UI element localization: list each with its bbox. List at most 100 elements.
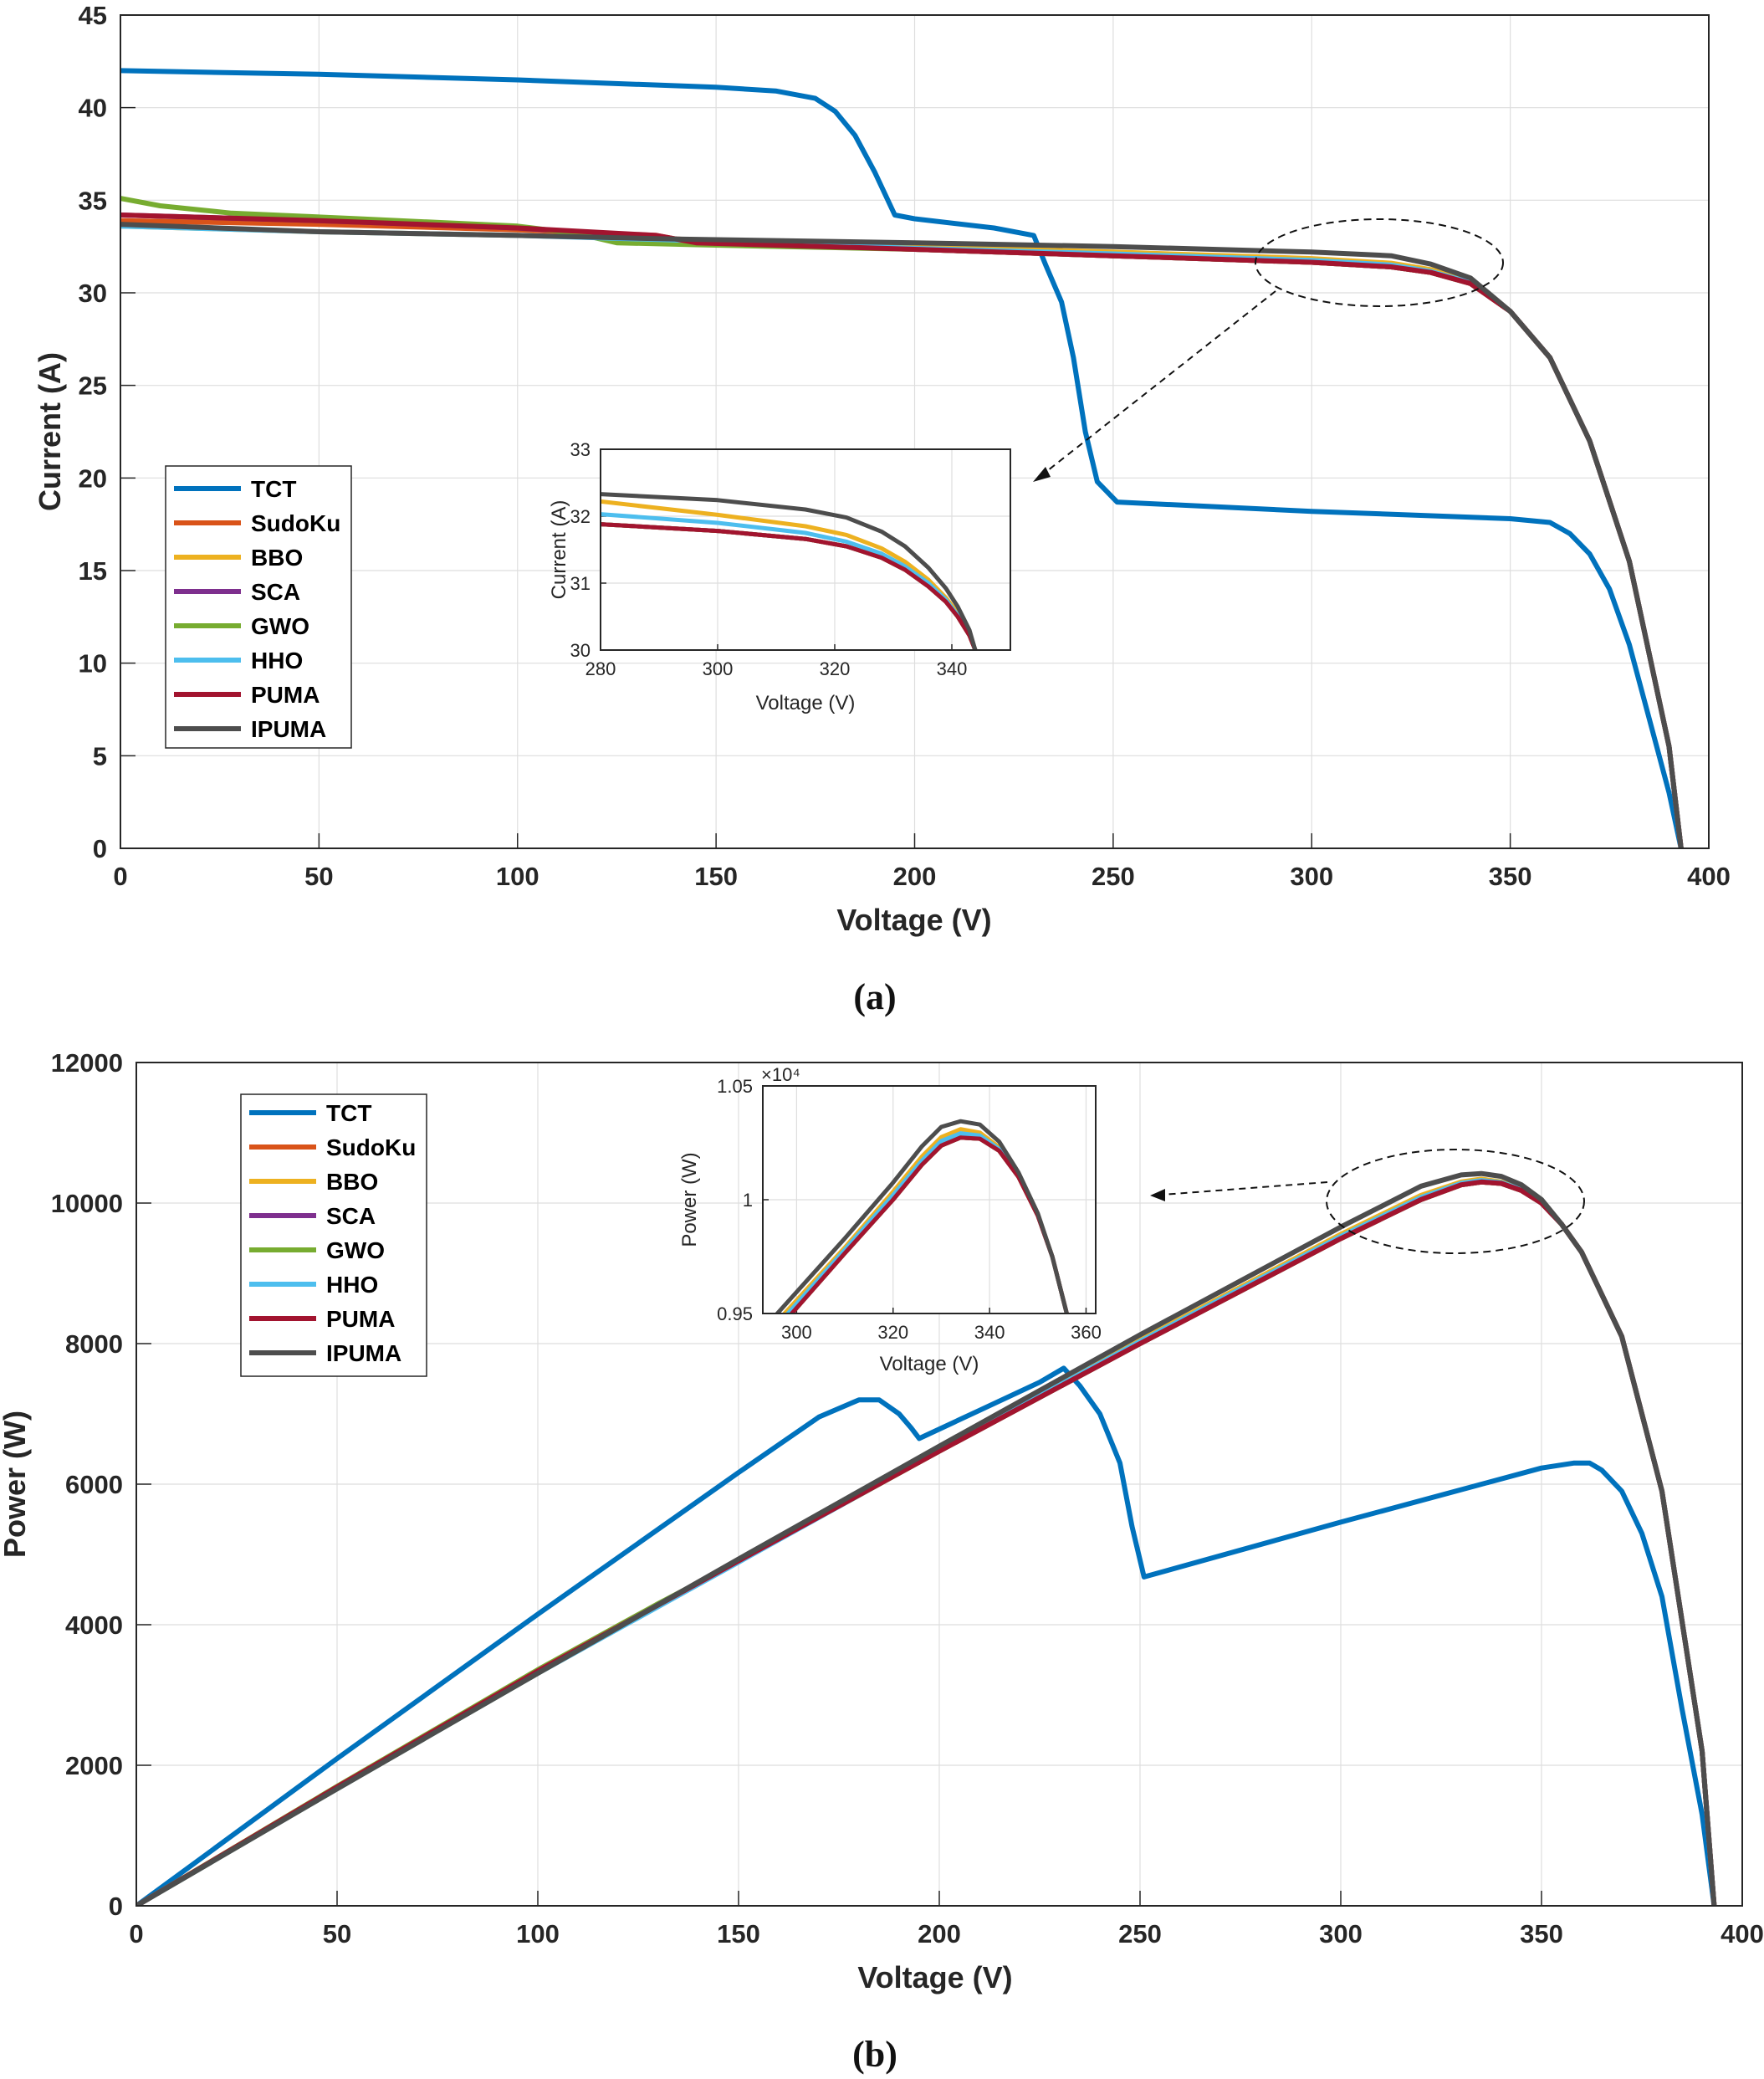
- panel-a-y-tick-40: 40: [79, 94, 107, 123]
- panel-a-zoom-ellipse: [1255, 218, 1504, 307]
- panel-a-series: [120, 68, 1684, 848]
- panel-b-x-tick-0: 0: [129, 1919, 143, 1948]
- panel-a-inset-background: [601, 449, 1010, 650]
- panel-b-legend-label-sudoku: SudoKu: [326, 1134, 416, 1160]
- panel-a-inset-y-tick-32: 32: [570, 506, 591, 527]
- panel-b-inset-y-tick-0-95: 0.95: [717, 1303, 753, 1324]
- panel-b-inset-x-tick-300: 300: [781, 1322, 812, 1343]
- panel-b-x-tick-200: 200: [918, 1919, 961, 1948]
- panel-a-inset-y-tick-31: 31: [570, 573, 591, 594]
- panel-b-zoom-arrowhead: [1150, 1189, 1165, 1201]
- panel-a-inset-y-tick-30: 30: [570, 640, 591, 661]
- panel-a-y-tick-30: 30: [79, 279, 107, 308]
- panel-b-y-tick-2000: 2000: [65, 1751, 123, 1780]
- panel-a-grid: [120, 14, 1710, 849]
- panel-a-y-tick-labels: 0 5 10 15 20 25 30 35 40 45: [79, 1, 107, 863]
- panel-a-x-tick-200: 200: [893, 862, 937, 891]
- panel-b-y-tick-10000: 10000: [51, 1189, 123, 1218]
- panel-a-inset-series-ipuma: [601, 492, 978, 650]
- panel-b-legend-label-hho: HHO: [326, 1272, 378, 1298]
- panel-a-x-tick-0: 0: [113, 862, 127, 891]
- panel-b-legend-label-ipuma: IPUMA: [326, 1340, 401, 1366]
- panel-b-x-tick-350: 350: [1520, 1919, 1563, 1948]
- panel-a-y-tick-10: 10: [79, 649, 107, 678]
- panel-a-zoom-arrowhead: [1033, 467, 1051, 482]
- panel-a-series-tct: [120, 68, 1684, 848]
- panel-b-inset-box: [762, 1085, 1097, 1314]
- panel-a-legend-label-ipuma: IPUMA: [251, 716, 326, 742]
- panel-a-legend: TCT SudoKu BBO SCA GWO HHO PUMA IPUMA: [165, 465, 352, 749]
- panel-b-x-tick-50: 50: [323, 1919, 351, 1948]
- panel-a-x-tick-400: 400: [1687, 862, 1731, 891]
- panel-a-inset-x-tick-280: 280: [585, 658, 616, 679]
- panel-b-caption: (b): [852, 2034, 897, 2075]
- panel-b-y-tick-labels: 0 2000 4000 6000 8000 10000 12000: [51, 1048, 123, 1921]
- panel-b-legend-label-gwo: GWO: [326, 1237, 385, 1263]
- panel-b-legend-label-tct: TCT: [326, 1100, 371, 1126]
- panel-b-inset-x-tick-340: 340: [974, 1322, 1005, 1343]
- panel-a-y-axis-label: Current (A): [33, 352, 67, 511]
- panel-b-y-tick-4000: 4000: [65, 1610, 123, 1640]
- panel-a-inset-x-tick-300: 300: [703, 658, 734, 679]
- panel-b-zoom-arrow: [1162, 1181, 1328, 1196]
- panel-b-zoom-ellipse: [1326, 1149, 1585, 1254]
- panel-b-legend-label-bbo: BBO: [326, 1169, 378, 1195]
- panel-a-caption: (a): [853, 976, 896, 1017]
- panel-b-x-tick-250: 250: [1118, 1919, 1162, 1948]
- panel-b-series-tct: [136, 1365, 1717, 1906]
- panel-a-inset-y-tick-33: 33: [570, 439, 591, 460]
- panel-b-legend-label-sca: SCA: [326, 1203, 376, 1229]
- panel-b-inset-exponent: ×10⁴: [761, 1064, 800, 1085]
- panel-b-series: [136, 1170, 1717, 1906]
- panel-a-inset-y-label: Current (A): [548, 500, 570, 600]
- panel-b-legend-label-puma: PUMA: [326, 1306, 395, 1332]
- panel-a-legend-label-puma: PUMA: [251, 682, 320, 708]
- panel-a-y-tick-45: 45: [79, 1, 107, 30]
- panel-b-inset-y-tick-1: 1: [743, 1190, 753, 1211]
- panel-a-x-axis-label: Voltage (V): [836, 903, 991, 937]
- panel-a-y-tick-25: 25: [79, 371, 107, 401]
- panel-b-inset-y-label: Power (W): [678, 1152, 701, 1247]
- panel-a-plot-box: [120, 14, 1710, 849]
- panel-a-x-tick-250: 250: [1092, 862, 1135, 891]
- panel-b-series-ipuma: [136, 1170, 1717, 1906]
- panel-b-x-tick-labels: 0 50 100 150 200 250 300 350 400: [129, 1919, 1763, 1948]
- panel-b-inset-x-tick-360: 360: [1071, 1322, 1102, 1343]
- panel-a-inset: 280 300 320 340 30 31 32 33 Voltage (V) Curren…: [548, 439, 1011, 714]
- panel-a-y-tick-35: 35: [79, 186, 107, 215]
- panel-b-x-tick-150: 150: [717, 1919, 760, 1948]
- panel-b-x-axis-label: Voltage (V): [857, 1960, 1012, 1995]
- panel-a-x-tick-300: 300: [1290, 862, 1333, 891]
- panel-a-x-tick-350: 350: [1489, 862, 1532, 891]
- panel-b-inset-x-label: Voltage (V): [880, 1353, 979, 1375]
- panel-a-inset-x-label: Voltage (V): [756, 692, 856, 714]
- panel-a-legend-label-hho: HHO: [251, 648, 303, 673]
- panel-a-y-tick-0: 0: [93, 834, 107, 863]
- panel-b-inset-y-tick-1-05: 1.05: [717, 1076, 753, 1097]
- panel-a-legend-label-gwo: GWO: [251, 613, 309, 639]
- panel-b-y-tick-12000: 12000: [51, 1048, 123, 1078]
- panel-b: 0 50 100 150 200 250 300 350 400 0 2000 4000 6000 80…: [0, 1048, 1764, 2075]
- panel-b-legend: TCT SudoKu BBO SCA GWO HHO PUMA IPUMA: [240, 1093, 427, 1377]
- panel-a-legend-label-tct: TCT: [251, 476, 296, 502]
- panel-a-x-tick-50: 50: [304, 862, 333, 891]
- panel-b-inset-x-tick-320: 320: [877, 1322, 908, 1343]
- panel-b-y-axis-label: Power (W): [0, 1411, 32, 1558]
- panel-a-zoom-arrow: [1039, 290, 1276, 478]
- panel-a-y-tick-20: 20: [79, 463, 107, 493]
- panel-a-legend-label-sudoku: SudoKu: [251, 510, 340, 536]
- panel-a-y-tick-5: 5: [93, 741, 107, 771]
- panel-b-plot-box: [135, 1062, 1743, 1907]
- panel-a-x-tick-labels: 0 50 100 150 200 250 300 350 400: [113, 862, 1730, 891]
- panel-a-legend-label-sca: SCA: [251, 579, 300, 605]
- panel-b-y-tick-6000: 6000: [65, 1470, 123, 1499]
- panel-a-inset-x-tick-340: 340: [937, 658, 968, 679]
- panel-a: 0 50 100 150 200 250 300 350 400 0 5 10 15 20 25 30 35 4…: [33, 1, 1731, 1017]
- panel-b-x-tick-300: 300: [1319, 1919, 1363, 1948]
- panel-a-legend-label-bbo: BBO: [251, 545, 303, 571]
- panel-a-y-tick-15: 15: [79, 556, 107, 586]
- panel-b-x-tick-400: 400: [1721, 1919, 1764, 1948]
- panel-b-inset-series-ipuma: [775, 1119, 1069, 1313]
